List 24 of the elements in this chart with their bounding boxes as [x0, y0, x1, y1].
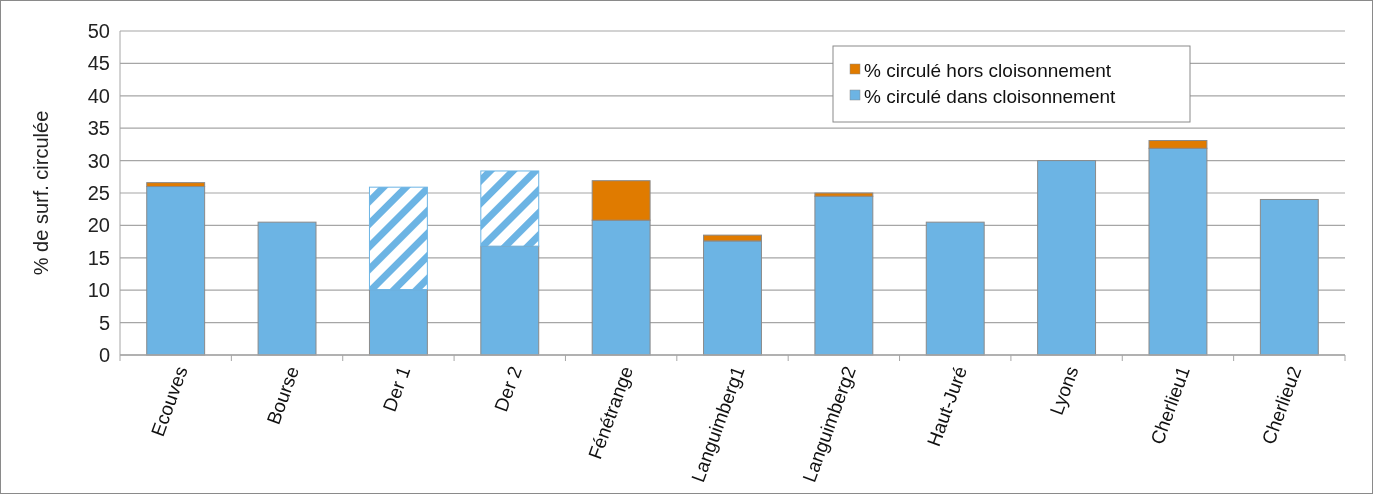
- y-tick-label: 50: [87, 20, 110, 42]
- bar: [925, 221, 985, 356]
- y-tick-label: 30: [87, 149, 110, 172]
- y-tick-label: 25: [87, 182, 110, 204]
- y-tick-label: 0: [98, 344, 110, 366]
- bar: [1037, 160, 1097, 356]
- y-tick-label: 15: [87, 246, 110, 269]
- y-axis-title: % de surf. circulée: [30, 110, 52, 276]
- x-tick-label: Bourse: [262, 363, 304, 428]
- y-tick-label: 35: [87, 117, 110, 140]
- y-tick-label: 45: [87, 52, 110, 75]
- y-tick-label: 40: [87, 84, 110, 107]
- y-tick-label: 10: [87, 279, 110, 302]
- y-tick-label: 5: [98, 311, 110, 334]
- bar: [257, 221, 317, 356]
- x-tick-label: Der 1: [378, 363, 415, 415]
- legend-label: % circulé hors cloisonnement: [864, 59, 1112, 81]
- bar: [146, 186, 206, 356]
- legend-label: % circulé dans cloisonnement: [864, 85, 1117, 107]
- x-tick-label: Der 2: [490, 363, 526, 415]
- bar: [1259, 198, 1319, 356]
- x-tick-label: Lyons: [1045, 363, 1083, 418]
- y-tick-label: 20: [87, 214, 110, 237]
- bar: [814, 195, 874, 356]
